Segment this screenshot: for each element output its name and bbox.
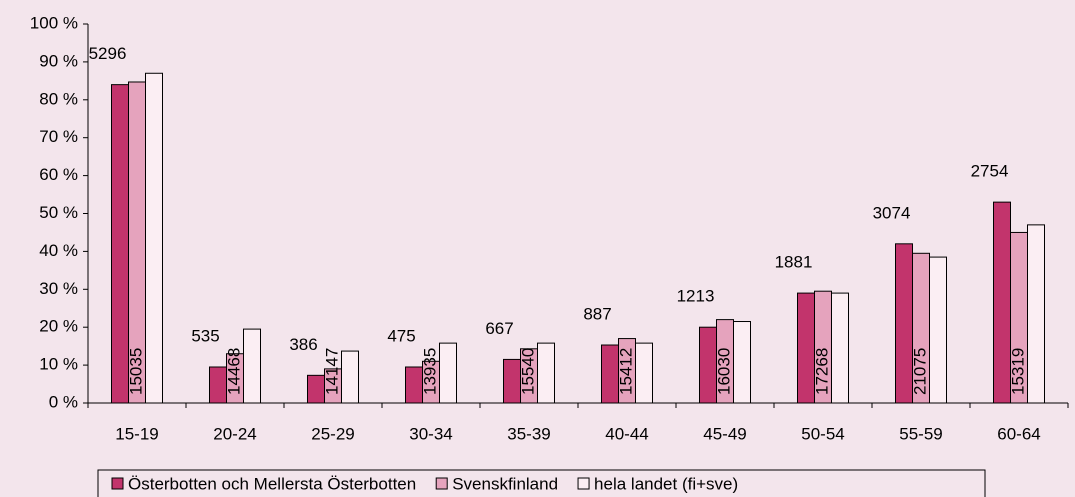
data-label: 887 [583,304,611,323]
y-tick-label: 20 % [39,317,78,336]
x-tick-label: 35-39 [507,424,550,443]
y-tick-label: 10 % [39,355,78,374]
y-tick-label: 90 % [39,51,78,70]
y-tick-label: 70 % [39,127,78,146]
data-label: 17268 [812,348,831,395]
y-tick-label: 80 % [39,89,78,108]
data-label: 535 [191,326,219,345]
legend-label: Österbotten och Mellersta Österbotten [128,474,416,493]
legend-swatch [435,477,448,490]
legend-box [97,469,986,497]
data-label: 15412 [616,348,635,395]
legend-label: Svenskfinland [452,474,558,493]
bar [929,256,947,404]
x-tick-label: 25-29 [311,424,354,443]
bar [1027,224,1045,404]
x-tick-label: 60-64 [997,424,1040,443]
data-label: 475 [387,326,415,345]
bar [243,328,261,404]
bar [733,321,751,404]
data-label: 14147 [322,348,341,395]
data-label: 2754 [971,162,1009,181]
data-label: 667 [485,319,513,338]
x-tick-label: 15-19 [115,424,158,443]
data-label: 21075 [910,348,929,395]
x-tick-label: 20-24 [213,424,256,443]
x-tick-label: 40-44 [605,424,648,443]
data-label: 15319 [1008,348,1027,395]
data-label: 13935 [420,348,439,395]
data-label: 3074 [873,203,911,222]
bar [439,342,457,404]
bar [831,292,849,404]
legend-label: hela landet (fi+sve) [594,474,738,493]
bar [635,342,653,404]
x-tick-label: 55-59 [899,424,942,443]
data-label: 16030 [714,348,733,395]
y-tick-label: 30 % [39,279,78,298]
data-label: 1881 [775,253,813,272]
data-label: 15035 [126,348,145,395]
bar [145,72,163,404]
data-label: 5296 [89,44,127,63]
data-label: 15540 [518,348,537,395]
x-tick-label: 30-34 [409,424,452,443]
bar [537,342,555,404]
y-tick-label: 40 % [39,241,78,260]
y-tick-label: 100 % [30,13,78,32]
data-label: 1213 [677,287,715,306]
y-tick-label: 50 % [39,203,78,222]
x-tick-label: 45-49 [703,424,746,443]
legend-swatch [577,477,590,490]
x-tick-label: 50-54 [801,424,844,443]
y-tick-label: 0 % [49,392,78,411]
bar [341,350,359,404]
y-tick-label: 60 % [39,165,78,184]
legend-swatch [111,477,124,490]
data-label: 386 [289,335,317,354]
data-label: 14468 [224,348,243,395]
